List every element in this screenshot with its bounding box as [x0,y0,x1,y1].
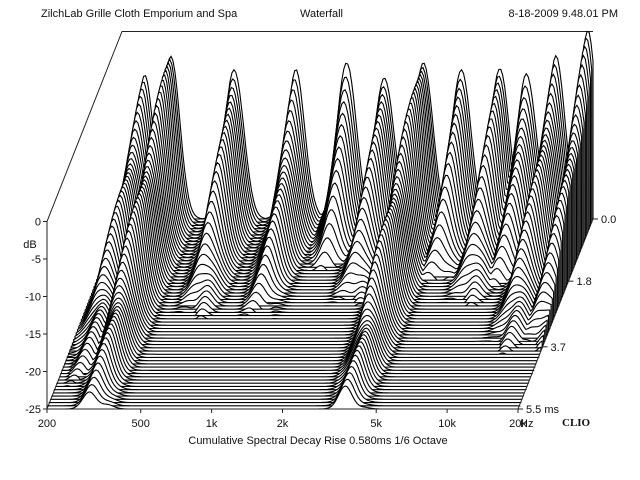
y-tick-label: 0 [35,217,41,229]
y-tick-label: -15 [25,329,41,341]
y-tick-label: -10 [25,292,41,304]
header-timestamp: 8-18-2009 9.48.01 PM [508,8,618,20]
z-tick-label: 3.7 [551,342,566,354]
x-tick-label: 20k [509,418,527,430]
y-tick-label: -25 [25,404,41,416]
header-chart-type: Waterfall [300,8,343,20]
y-axis-label: dB [23,239,36,251]
x-tick-label: 2k [277,418,289,430]
decay-slices [46,30,594,410]
chart-caption: Cumulative Spectral Decay Rise 0.580ms 1… [188,435,447,447]
decay-slice [94,179,567,288]
frame-left-wall [46,31,593,409]
y-tick-label: -20 [25,367,41,379]
brand-label: CLIO [562,417,591,429]
chart-axes: 200 500 1k 2k 5k 10k 20k Hz 0 -5 -10 -15 -20 -25 0.0 1… [25,214,616,430]
z-tick-label: 0.0 [601,214,616,226]
x-tick-label: 500 [132,418,150,430]
x-tick-label: 5k [370,418,382,430]
x-tick-label: 1k [206,418,218,430]
x-tick-label: 10k [438,418,456,430]
decay-slice [93,182,566,291]
z-axis-line [517,218,594,410]
y-tick-label: -5 [31,254,41,266]
z-tick-label: 1.8 [576,276,591,288]
z-tick-label: 5.5 ms [526,404,560,416]
x-tick-label: 200 [38,418,56,430]
header-left-title: ZilchLab Grille Cloth Emporium and Spa [41,8,238,20]
x-axis-unit: Hz [520,418,533,430]
